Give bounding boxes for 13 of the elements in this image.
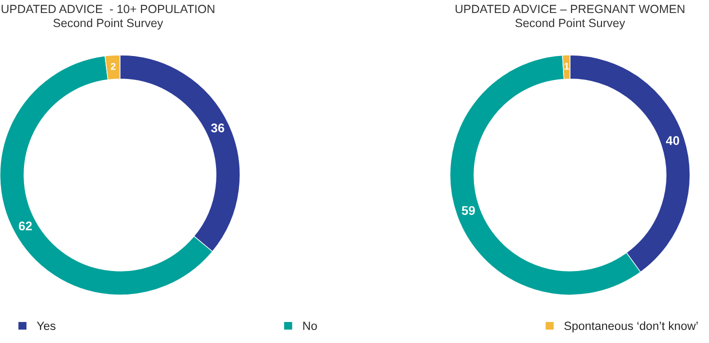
chart-title: UPDATED ADVICE - 10+ POPULATION — [2, 4, 214, 14]
chart-subtitle: Second Point Survey — [53, 18, 164, 30]
chart-subtitle: Second Point Survey — [515, 18, 626, 30]
legend-label: Yes — [36, 322, 56, 330]
data-label: 36 — [211, 124, 224, 132]
data-label: 1 — [564, 62, 570, 70]
legend-label: Spontaneous ‘don’t know’ — [564, 321, 698, 332]
chart-title: UPDATED ADVICE – PREGNANT WOMEN — [456, 4, 684, 14]
legend-label: No — [303, 322, 317, 330]
data-label: 40 — [666, 136, 680, 145]
data-label: 62 — [18, 222, 32, 230]
data-label: 2 — [110, 62, 116, 70]
data-label: 59 — [462, 206, 475, 215]
